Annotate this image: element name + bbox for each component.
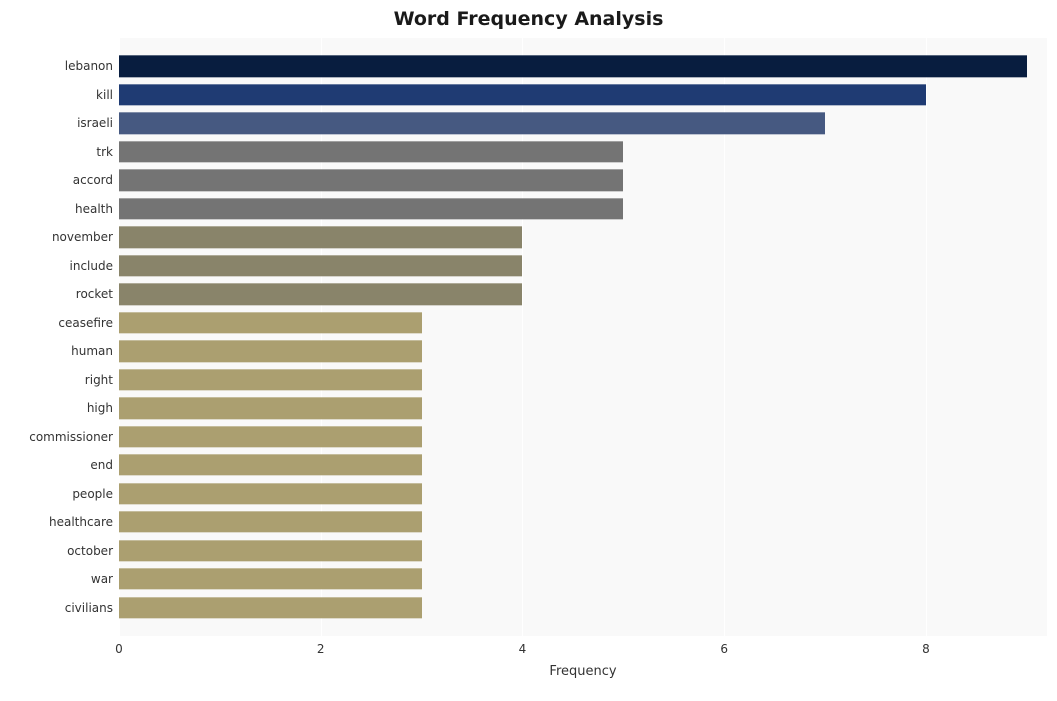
y-tick-label: right — [85, 373, 113, 387]
bar — [119, 369, 422, 390]
bar — [119, 426, 422, 447]
bar — [119, 568, 422, 589]
bar — [119, 141, 623, 162]
y-tick-label: end — [90, 458, 113, 472]
bar — [119, 312, 422, 333]
y-tick-label: high — [87, 401, 113, 415]
x-tick-label: 6 — [720, 642, 728, 656]
y-tick-label: human — [71, 344, 113, 358]
chart-title: Word Frequency Analysis — [0, 8, 1057, 30]
bar — [119, 84, 926, 105]
x-axis-label: Frequency — [549, 664, 616, 679]
bar — [119, 454, 422, 475]
y-tick-label: health — [75, 202, 113, 216]
y-tick-label: lebanon — [65, 59, 113, 73]
y-tick-label: accord — [73, 173, 113, 187]
bar — [119, 56, 1027, 77]
bar — [119, 398, 422, 419]
bar — [119, 227, 522, 248]
y-tick-label: november — [52, 230, 113, 244]
bar — [119, 284, 522, 305]
bar — [119, 198, 623, 219]
y-tick-label: ceasefire — [58, 316, 113, 330]
gridline — [926, 38, 927, 636]
y-tick-label: october — [67, 544, 113, 558]
bar — [119, 113, 825, 134]
y-tick-label: war — [91, 572, 113, 586]
y-tick-label: commissioner — [29, 430, 113, 444]
bar — [119, 540, 422, 561]
bar — [119, 341, 422, 362]
y-tick-label: include — [70, 259, 113, 273]
y-tick-label: trk — [96, 145, 113, 159]
x-tick-label: 0 — [115, 642, 123, 656]
y-tick-label: kill — [96, 88, 113, 102]
y-tick-label: healthcare — [49, 515, 113, 529]
bar — [119, 597, 422, 618]
bar — [119, 511, 422, 532]
y-tick-label: rocket — [76, 287, 113, 301]
bar — [119, 483, 422, 504]
bar — [119, 255, 522, 276]
y-tick-label: people — [72, 487, 113, 501]
y-tick-label: civilians — [65, 601, 113, 615]
x-tick-label: 4 — [519, 642, 527, 656]
bar — [119, 170, 623, 191]
y-tick-label: israeli — [77, 116, 113, 130]
x-tick-label: 2 — [317, 642, 325, 656]
x-tick-label: 8 — [922, 642, 930, 656]
figure: Word Frequency Analysis Frequency 0 2 4 6 8 l… — [0, 0, 1057, 701]
plot-area — [119, 38, 1047, 636]
